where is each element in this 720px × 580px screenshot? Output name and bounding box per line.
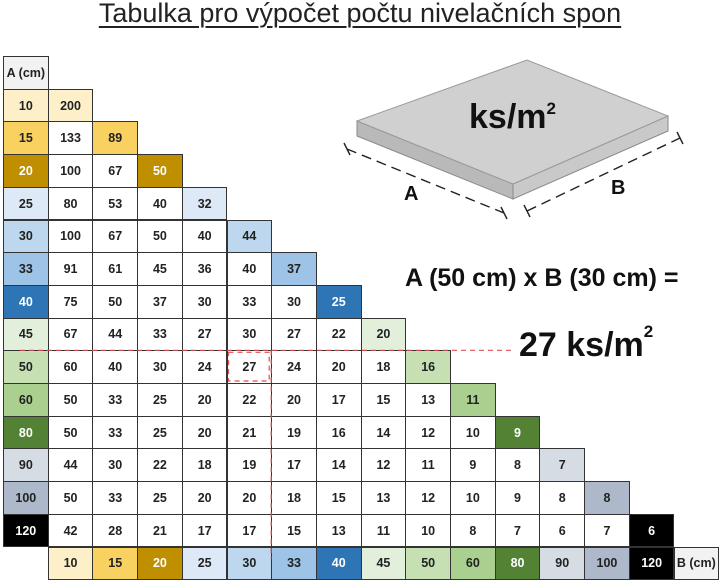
dimension-a-label: A: [404, 183, 418, 205]
highlight-cell-box: [229, 352, 270, 381]
slab-unit-label: ks/m2: [469, 98, 556, 136]
dimension-b-label: B: [611, 177, 625, 199]
highlight-guides: [20, 350, 515, 558]
example-result: 27 ks/m2: [519, 326, 653, 365]
example-formula: A (50 cm) x B (30 cm) =: [405, 264, 679, 293]
